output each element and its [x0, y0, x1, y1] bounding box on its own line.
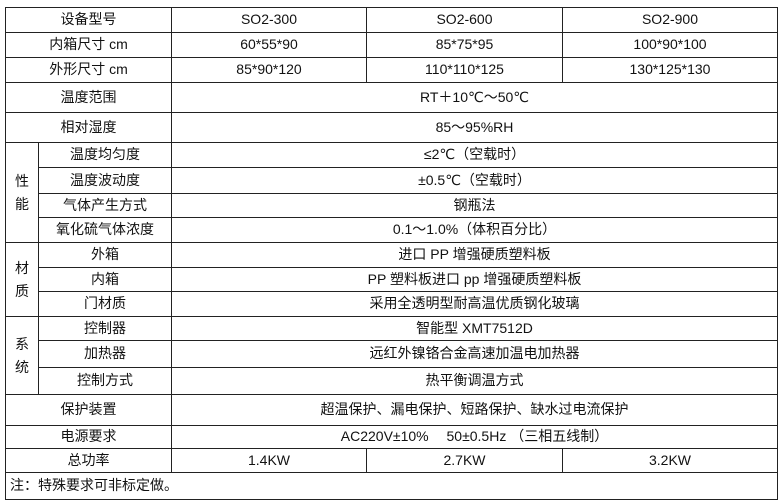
row-label: 控制方式 [38, 367, 172, 395]
row-label: 气体产生方式 [38, 193, 172, 218]
row-label: 总功率 [5, 448, 172, 473]
value-cell: 1.4KW [171, 448, 367, 473]
value-cell: 0.1～1.0%（体积百分比） [171, 217, 778, 243]
table-row: 门材质 采用全透明型耐高温优质钢化玻璃 [6, 291, 778, 317]
group-label-performance: 性能 [5, 142, 39, 243]
group-text: 性能 [15, 173, 29, 212]
value-cell: PP 塑料板进口 pp 增强硬质塑料板 [171, 267, 778, 292]
table-row-temp-range: 温度范围 RT＋10℃～50℃ [5, 82, 778, 113]
table-row: 性能 温度均匀度 ≤2℃（空载时） [5, 142, 778, 243]
group-label-system: 系统 [5, 316, 39, 395]
table-row: 材质 外箱 进口 PP 增强硬质塑料板 [5, 242, 778, 317]
model-cell: SO2-300 [171, 7, 367, 33]
value-cell: 智能型 XMT7512D [171, 316, 778, 341]
row-label: 氧化硫气体浓度 [38, 217, 172, 243]
value-cell: 60*55*90 [171, 32, 367, 58]
value-cell: 2.7KW [366, 448, 563, 473]
table-row: 控制方式 热平衡调温方式 [6, 367, 778, 395]
table-row: 加热器 远红外镍铬合金高速加温电加热器 [6, 340, 778, 368]
row-label: 相对湿度 [5, 112, 172, 143]
value-cell: 远红外镍铬合金高速加温电加热器 [171, 340, 778, 368]
spec-table: 设备型号 SO2-300 SO2-600 SO2-900 内箱尺寸 cm 60*… [5, 7, 778, 500]
table-row: 温度波动度 ±0.5℃（空载时） [6, 167, 778, 194]
value-cell: 110*110*125 [366, 57, 563, 83]
row-label: 温度范围 [5, 82, 172, 113]
row-label: 温度波动度 [38, 167, 172, 194]
value-cell: 85*90*120 [171, 57, 367, 83]
table-row-note: 注：特殊要求可非标定做。 [5, 472, 778, 500]
row-label: 外形尺寸 cm [5, 57, 172, 83]
table-row-total-power: 总功率 1.4KW 2.7KW 3.2KW [5, 448, 778, 473]
model-cell: SO2-900 [562, 7, 778, 33]
table-row-model: 设备型号 SO2-300 SO2-600 SO2-900 [5, 7, 778, 33]
value-cell: 130*125*130 [562, 57, 778, 83]
value-cell: 热平衡调温方式 [171, 367, 778, 395]
group-label-material: 材质 [5, 242, 39, 317]
table-row: 气体产生方式 钢瓶法 [6, 193, 778, 218]
row-label: 内箱 [38, 267, 172, 292]
table-row: 氧化硫气体浓度 0.1～1.0%（体积百分比） [6, 217, 778, 243]
value-cell: 钢瓶法 [171, 193, 778, 218]
table-row: 系统 控制器 智能型 XMT7512D [5, 316, 778, 395]
row-label: 电源要求 [5, 425, 172, 449]
model-cell: SO2-600 [366, 7, 563, 33]
row-label: 保护装置 [5, 394, 172, 426]
value-cell: ±0.5℃（空载时） [171, 167, 778, 194]
value-cell: 采用全透明型耐高温优质钢化玻璃 [171, 291, 778, 317]
table-row-inner-size: 内箱尺寸 cm 60*55*90 85*75*95 100*90*100 [5, 32, 778, 58]
row-label: 温度均匀度 [38, 142, 172, 168]
row-label: 控制器 [38, 316, 172, 341]
table-row: 内箱 PP 塑料板进口 pp 增强硬质塑料板 [6, 267, 778, 292]
value-cell: 超温保护、漏电保护、短路保护、缺水过电流保护 [171, 394, 778, 426]
row-label: 加热器 [38, 340, 172, 368]
group-text: 材质 [15, 260, 29, 299]
row-label: 设备型号 [5, 7, 172, 33]
value-cell: AC220V±10% 50±0.5Hz （三相五线制） [171, 425, 778, 449]
group-text: 系统 [15, 336, 29, 375]
row-label: 外箱 [38, 242, 172, 268]
value-cell: 85*75*95 [366, 32, 563, 58]
table-row-outer-size: 外形尺寸 cm 85*90*120 110*110*125 130*125*13… [5, 57, 778, 83]
row-label: 门材质 [38, 291, 172, 317]
value-cell: 100*90*100 [562, 32, 778, 58]
table-row-humidity: 相对湿度 85～95%RH [5, 112, 778, 143]
row-label: 内箱尺寸 cm [5, 32, 172, 58]
table-row-protection: 保护装置 超温保护、漏电保护、短路保护、缺水过电流保护 [5, 394, 778, 426]
value-cell: ≤2℃（空载时） [171, 142, 778, 168]
table-row-power-supply: 电源要求 AC220V±10% 50±0.5Hz （三相五线制） [5, 425, 778, 449]
value-cell: RT＋10℃～50℃ [171, 82, 778, 113]
value-cell: 85～95%RH [171, 112, 778, 143]
note-text: 注：特殊要求可非标定做。 [5, 472, 778, 500]
value-cell: 3.2KW [562, 448, 778, 473]
value-cell: 进口 PP 增强硬质塑料板 [171, 242, 778, 268]
